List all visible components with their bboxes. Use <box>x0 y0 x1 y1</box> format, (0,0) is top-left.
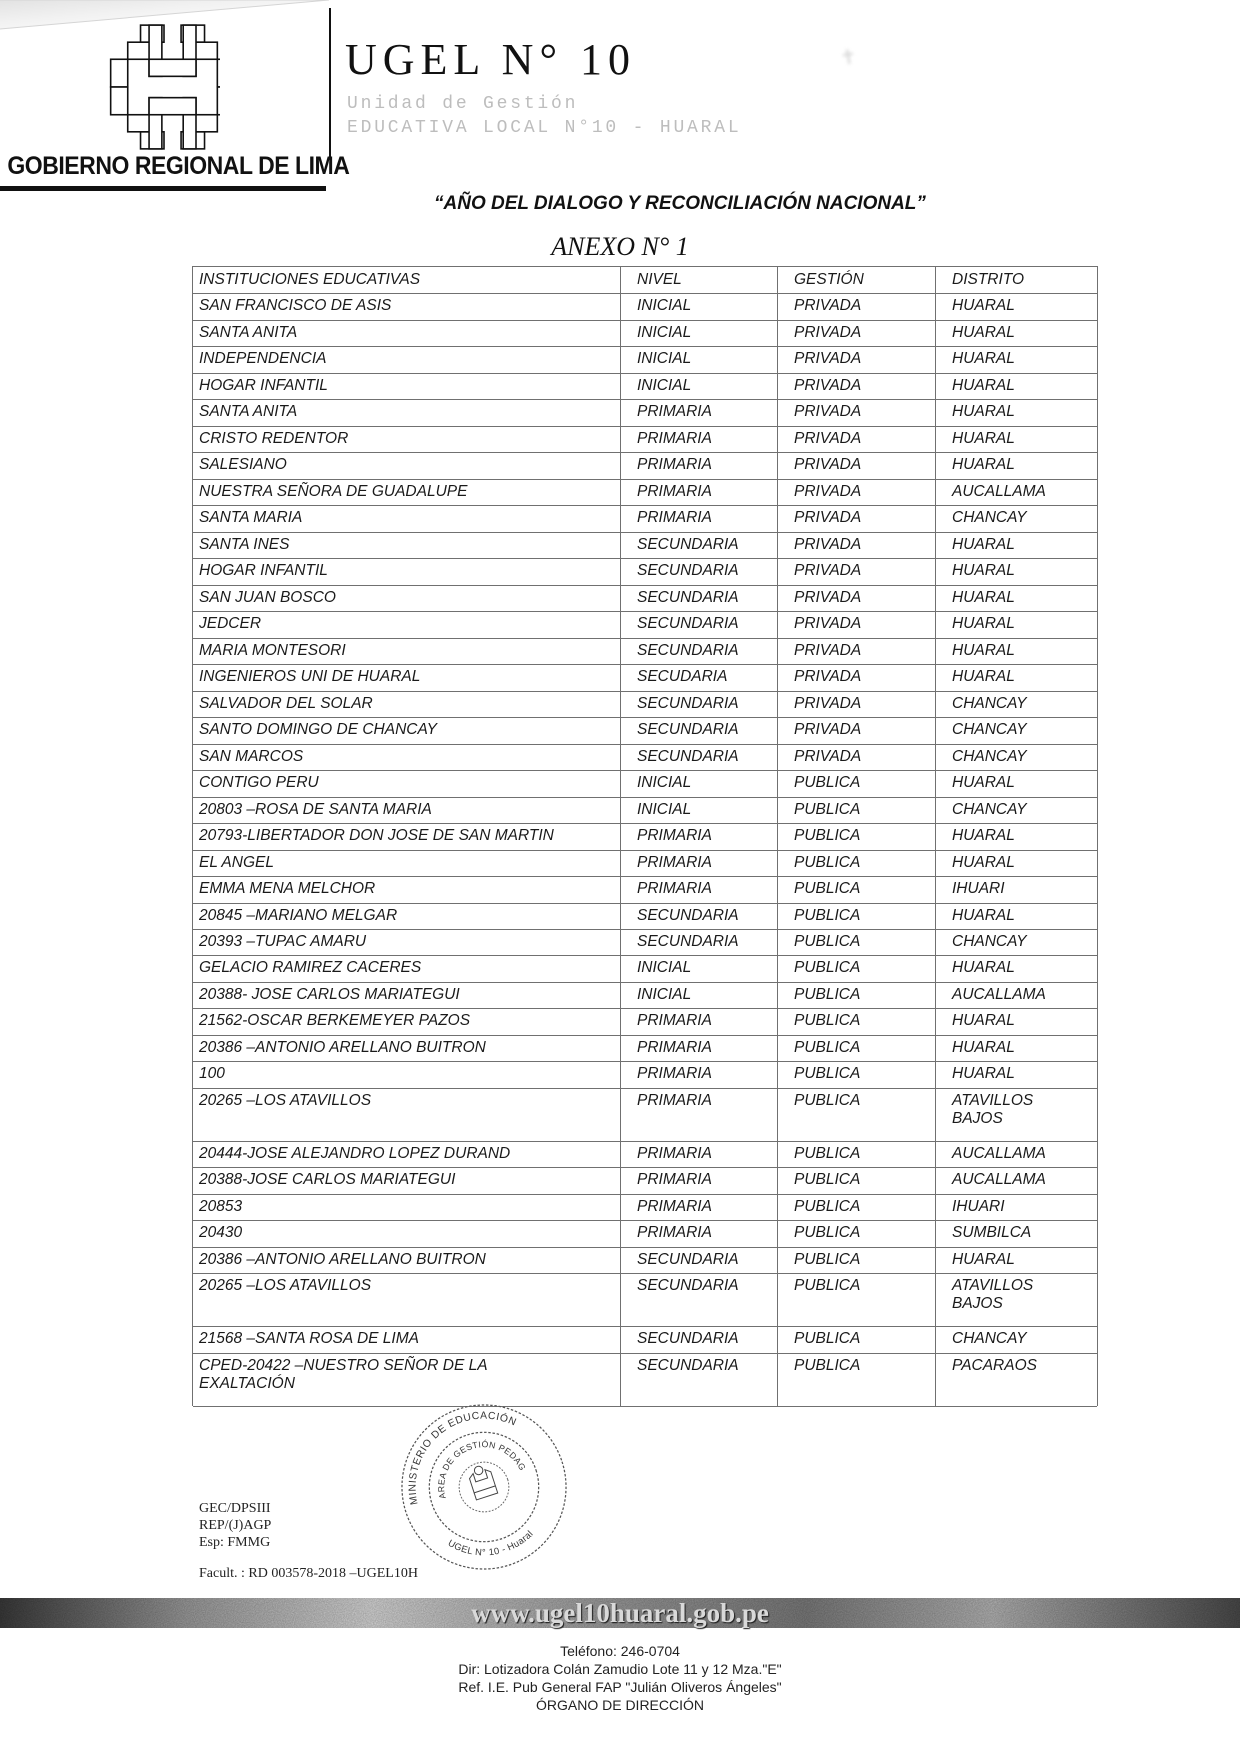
svg-text:UGEL N° 10 - Huaral: UGEL N° 10 - Huaral <box>444 1513 537 1571</box>
